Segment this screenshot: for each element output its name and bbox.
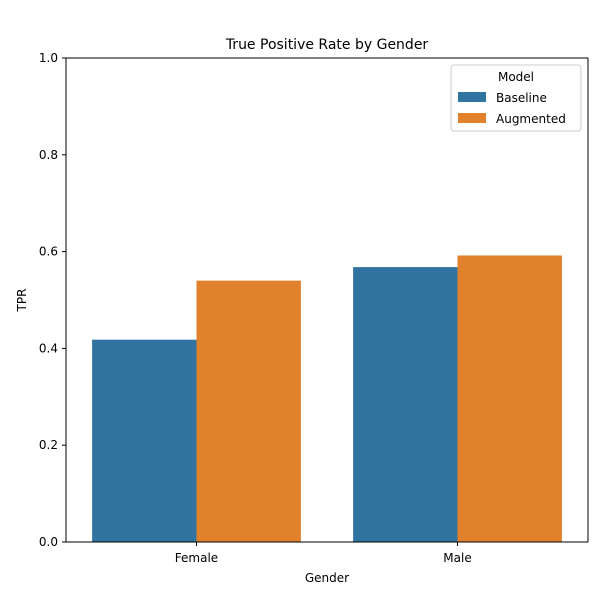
legend-label-augmented: Augmented xyxy=(496,112,566,126)
legend-items: Baseline Augmented xyxy=(458,91,566,126)
y-tick-label: 1.0 xyxy=(39,51,58,65)
y-tick-label: 0.0 xyxy=(39,535,58,549)
y-tick-label: 0.8 xyxy=(39,148,58,162)
legend: Model Baseline Augmented xyxy=(450,64,582,132)
x-ticks: Female Male xyxy=(175,542,472,565)
bar-augmented-male xyxy=(457,255,562,542)
legend-title: Model xyxy=(498,70,534,84)
chart-title: True Positive Rate by Gender xyxy=(225,37,429,53)
x-tick-label-female: Female xyxy=(175,551,218,565)
y-tick-label: 0.4 xyxy=(39,341,58,355)
y-tick-label: 0.2 xyxy=(39,438,58,452)
y-axis-label: TPR xyxy=(15,289,29,313)
y-ticks: 0.0 0.2 0.4 0.6 0.8 1.0 xyxy=(39,51,66,549)
y-tick-label: 0.6 xyxy=(39,245,58,259)
x-axis-label: Gender xyxy=(305,571,349,585)
legend-swatch-baseline xyxy=(458,92,486,102)
bar-baseline-female xyxy=(92,339,197,542)
bars-group xyxy=(92,255,562,542)
bar-baseline-male xyxy=(353,267,458,542)
axes xyxy=(65,57,589,543)
bar-augmented-female xyxy=(196,280,301,542)
legend-label-baseline: Baseline xyxy=(496,91,547,105)
legend-swatch-augmented xyxy=(458,113,486,123)
x-tick-label-male: Male xyxy=(443,551,471,565)
